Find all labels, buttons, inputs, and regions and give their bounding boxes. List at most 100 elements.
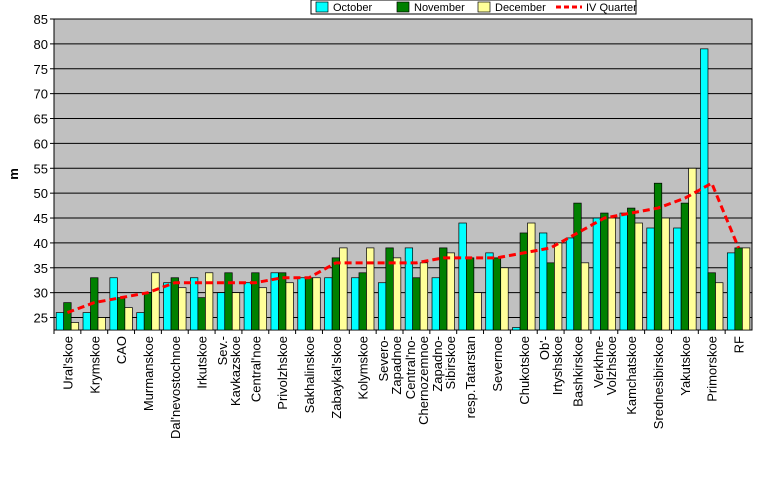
bar [97, 317, 106, 331]
bar [82, 312, 91, 331]
bar [170, 277, 179, 331]
y-tick-label: 45 [34, 211, 48, 226]
bar [512, 327, 521, 331]
bar [258, 287, 267, 331]
y-tick-label: 60 [34, 136, 48, 151]
bar [351, 277, 360, 331]
bar [297, 277, 306, 331]
bar [466, 257, 475, 331]
bar [546, 262, 555, 331]
bar [619, 212, 628, 331]
bar [136, 312, 145, 331]
bar [580, 262, 590, 331]
x-tick-label: Dal'nevostochnoe [168, 336, 183, 439]
bar [527, 222, 536, 331]
bar [70, 322, 80, 331]
bar [634, 222, 643, 331]
x-tick-label: Zabaykal'skoe [329, 336, 344, 419]
y-tick-label: 65 [34, 112, 48, 127]
x-tick-label: Krymskoe [87, 336, 102, 394]
y-tick-label: 40 [34, 236, 48, 251]
bar [439, 247, 448, 331]
x-tick-label: Severnoe [490, 336, 505, 392]
x-tick-label: Central'no-Chernozemnoe [403, 336, 431, 425]
bar [458, 222, 467, 331]
bar [592, 217, 601, 331]
bar [554, 242, 563, 331]
bar [197, 297, 206, 331]
y-tick-label: 25 [34, 311, 48, 326]
bar [500, 267, 509, 331]
bar [485, 252, 494, 331]
bar [519, 232, 528, 331]
legend-label: December [495, 2, 546, 14]
y-tick-label: 35 [34, 261, 48, 276]
x-tick-label: Ob'-Irtyshskoe [537, 336, 565, 395]
legend: October November December IV Quarter [310, 0, 637, 15]
bar [573, 202, 582, 331]
legend-swatch [315, 1, 329, 13]
bar [419, 262, 429, 331]
bar [178, 287, 187, 331]
x-tick-label: Primorskoe [705, 336, 720, 402]
bar [473, 292, 482, 331]
bar [304, 277, 314, 331]
bar [339, 247, 348, 331]
bar [715, 282, 724, 331]
bar [627, 207, 636, 331]
x-tick-label: Bashkirskoe [571, 336, 586, 407]
bar [446, 252, 455, 331]
legend-swatch [477, 1, 491, 13]
bar [117, 297, 126, 331]
y-tick-label: 85 [34, 12, 48, 27]
x-tick-label: Yakutskoe [678, 336, 693, 396]
bar [680, 202, 689, 331]
y-tick-label: 75 [34, 62, 48, 77]
bar [151, 272, 160, 331]
legend-label: October [333, 2, 372, 14]
bar [205, 272, 214, 331]
x-tick-label: Severo-Zapadnoe [376, 336, 404, 395]
bar [312, 277, 321, 331]
x-tick-label: Ural'skoe [60, 336, 75, 390]
x-tick-label: Murmanskoe [141, 336, 156, 411]
bar [492, 257, 502, 331]
y-tick-label: 30 [34, 286, 48, 301]
bar [734, 247, 743, 331]
bar [646, 227, 655, 331]
bar [231, 292, 241, 331]
bar [278, 272, 287, 331]
bar [270, 272, 279, 331]
bar [412, 277, 421, 331]
bar [63, 302, 72, 331]
y-tick-label: 50 [34, 186, 48, 201]
bar [55, 312, 65, 331]
legend-box [310, 0, 637, 15]
bar [673, 227, 682, 331]
bar [358, 272, 367, 331]
bar [243, 282, 252, 331]
bar [190, 277, 199, 331]
bar [285, 282, 294, 331]
x-tick-label: CAO [114, 336, 129, 364]
bar [431, 277, 440, 331]
bar [109, 277, 118, 331]
x-tick-label: Chukotskoe [517, 336, 532, 405]
bar [366, 247, 375, 331]
bar [143, 292, 153, 331]
bar [688, 167, 697, 331]
bar [163, 282, 172, 331]
bar [741, 247, 751, 331]
x-tick-label: Privolzhskoe [275, 336, 290, 410]
bar [700, 48, 709, 331]
bar [653, 182, 663, 331]
y-tick-label: 80 [34, 37, 48, 52]
line-series [66, 181, 740, 314]
x-tick-label: Verkhne-Volzhskoe [591, 336, 619, 395]
bar [216, 292, 226, 331]
bar [404, 247, 414, 331]
legend-label: IV Quarter [586, 2, 637, 14]
x-tick-label: Sev.-Kavkazskoe [215, 336, 243, 406]
bar [377, 282, 387, 331]
